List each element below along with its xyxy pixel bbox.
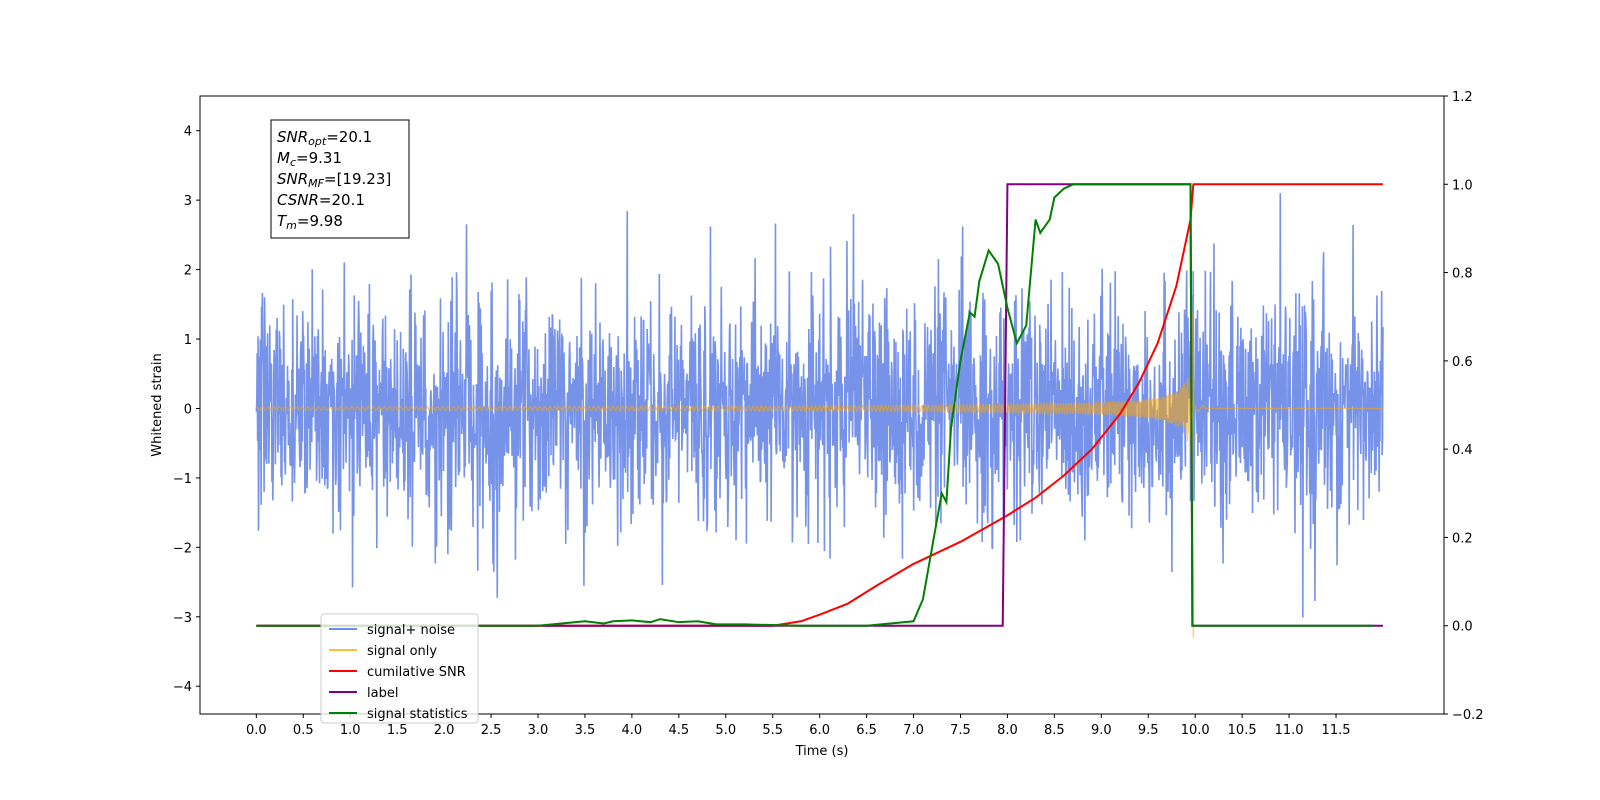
legend-label: signal only [367,644,437,659]
annotation-line: SNRopt=20.1 [277,128,372,148]
y-tick-label: −4 [173,680,192,695]
y-tick-label: 4 [184,125,192,140]
series-signal-statistics-line [256,183,1374,627]
x-tick-label: 6.5 [856,723,877,738]
y-axis-label: Whitened strain [150,353,165,456]
legend-label: signal+ noise [367,623,455,638]
y2-tick-label: 0.6 [1452,355,1473,370]
y2-tick-label: 0.8 [1452,267,1473,282]
y-tick-label: −1 [173,472,192,487]
y-tick-label: −3 [173,611,192,626]
x-tick-label: 0.5 [293,723,314,738]
annotation-line: Mc=9.31 [277,149,342,169]
x-tick-label: 4.0 [622,723,643,738]
legend-items: signal+ noise signal only cumilative SNR la… [329,623,468,722]
y-tick-label: 2 [184,264,192,279]
y2-tick-label: 1.2 [1452,90,1473,105]
x-tick-label: 2.0 [434,723,455,738]
x-tick-label: 3.0 [528,723,549,738]
annotation-line: SNRMF=[19.23] [277,170,391,190]
x-tick-label: 7.5 [950,723,971,738]
x-tick-label: 3.5 [575,723,596,738]
x-tick-label: 5.0 [715,723,736,738]
annotation-line: Tm=9.98 [277,212,343,232]
x-tick-label: 10.5 [1228,723,1257,738]
series-cumulative-snr-line [256,183,1383,627]
x-tick-label: 10.0 [1181,723,1210,738]
series-signal-noise-line [255,192,1384,618]
y2-tick-label: 1.0 [1452,178,1473,193]
x-tick-label: 8.5 [1044,723,1065,738]
x-tick-label: 0.0 [246,723,267,738]
legend-label: cumilative SNR [367,665,466,680]
y2-tick-label: 0.4 [1452,443,1473,458]
y-axis-left: −4 −3 −2 −1 0 1 2 3 4 [173,125,200,695]
x-tick-label: 11.0 [1275,723,1304,738]
x-tick-label: 11.5 [1322,723,1351,738]
x-tick-label: 2.5 [481,723,502,738]
x-tick-label: 1.0 [340,723,361,738]
y-tick-label: −2 [173,541,192,556]
y-tick-label: 0 [184,402,192,417]
x-tick-label: 4.5 [668,723,689,738]
x-tick-label: 6.0 [809,723,830,738]
y2-tick-label: −0.2 [1452,708,1484,723]
series-layer [255,183,1384,638]
legend: signal+ noise signal only cumilative SNR la… [320,613,479,724]
plot-frame [199,95,1445,715]
x-tick-label: 5.5 [762,723,783,738]
annotation-line: CSNR=20.1 [277,191,365,209]
x-tick-label: 9.5 [1138,723,1159,738]
legend-label: label [367,686,398,701]
y-tick-label: 3 [184,194,192,209]
x-tick-label: 1.5 [387,723,408,738]
legend-frame [320,613,479,724]
annotation-box: SNRopt=20.1Mc=9.31SNRMF=[19.23]CSNR=20.1… [270,119,410,239]
x-tick-label: 9.0 [1091,723,1112,738]
y-axis-right: −0.2 0.0 0.2 0.4 0.6 0.8 1.0 1.2 [1444,90,1484,723]
annotation-box-frame [270,119,410,239]
x-tick-label: 8.0 [997,723,1018,738]
y-tick-label: 1 [184,333,192,348]
x-axis-label: Time (s) [795,744,849,759]
x-tick-label: 7.0 [903,723,924,738]
legend-label: signal statistics [367,707,468,722]
annotation-lines: SNRopt=20.1Mc=9.31SNRMF=[19.23]CSNR=20.1… [277,128,391,232]
y2-tick-label: 0.2 [1452,531,1473,546]
y2-tick-label: 0.0 [1452,620,1473,635]
x-axis: 0.0 0.5 1.0 1.5 2.0 2.5 3.0 3.5 4.0 4.5 5.0 5.5 6.0 6… [246,714,1351,738]
